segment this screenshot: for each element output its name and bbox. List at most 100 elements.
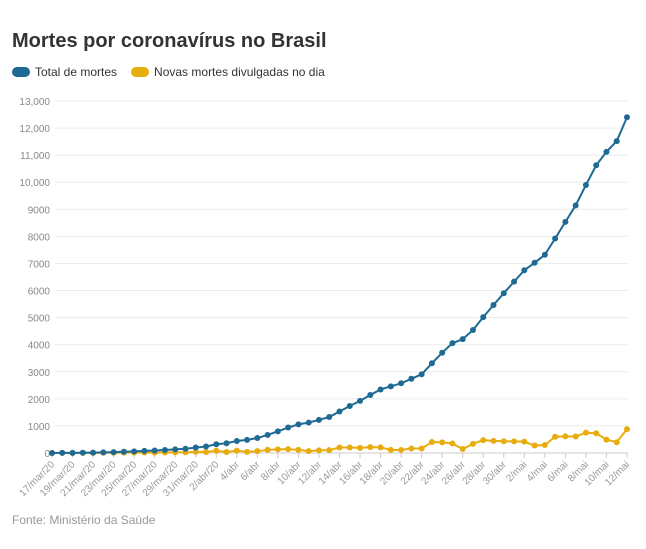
data-point <box>274 446 281 453</box>
data-point <box>192 444 199 451</box>
data-point <box>90 449 97 456</box>
data-point <box>69 449 76 456</box>
data-point <box>449 340 456 347</box>
data-point <box>582 429 589 436</box>
data-point <box>285 424 292 431</box>
data-point <box>100 449 107 456</box>
data-point <box>428 438 435 445</box>
source-note: Fonte: Ministério da Saúde <box>12 513 156 527</box>
data-point <box>367 392 374 399</box>
data-point <box>541 251 548 258</box>
data-point <box>521 438 528 445</box>
data-point <box>110 449 117 456</box>
data-point <box>346 402 353 409</box>
data-point <box>326 447 333 454</box>
data-point <box>326 414 333 421</box>
data-point <box>439 349 446 356</box>
data-point <box>593 162 600 169</box>
data-point <box>428 360 435 367</box>
data-point <box>367 444 374 451</box>
data-point <box>213 441 220 448</box>
data-point <box>500 290 507 297</box>
data-point <box>161 446 168 453</box>
data-point <box>377 386 384 393</box>
data-point <box>336 444 343 451</box>
data-point <box>613 439 620 446</box>
legend-item-new[interactable]: Novas mortes divulgadas no dia <box>131 65 325 79</box>
data-point <box>59 449 66 456</box>
data-point <box>398 380 405 387</box>
data-point <box>182 445 189 452</box>
data-point <box>500 438 507 445</box>
data-point <box>408 445 415 452</box>
data-point <box>469 440 476 447</box>
data-point <box>593 430 600 437</box>
data-point <box>387 383 394 390</box>
data-point <box>572 202 579 209</box>
data-point <box>223 440 230 447</box>
data-point <box>336 408 343 415</box>
data-point <box>192 448 199 455</box>
legend-label: Novas mortes divulgadas no dia <box>154 65 325 79</box>
y-tick-label: 8000 <box>28 232 51 243</box>
data-point <box>459 445 466 452</box>
data-point <box>449 440 456 447</box>
data-point <box>521 267 528 274</box>
data-point <box>141 447 148 454</box>
data-point <box>387 446 394 453</box>
data-point <box>172 446 179 453</box>
y-tick-label: 1000 <box>28 422 51 433</box>
data-point <box>305 419 312 426</box>
y-tick-label: 11,000 <box>20 151 50 162</box>
y-tick-label: 3000 <box>28 368 51 379</box>
data-point <box>418 371 425 378</box>
y-tick-label: 5000 <box>28 314 51 325</box>
data-point <box>562 218 569 225</box>
data-point <box>244 436 251 443</box>
data-point <box>613 138 620 145</box>
legend-item-total[interactable]: Total de mortes <box>12 65 117 79</box>
x-tick-label: 6/abr <box>239 459 263 483</box>
data-point <box>531 259 538 266</box>
data-point <box>315 416 322 423</box>
data-point <box>511 438 518 445</box>
data-point <box>264 446 271 453</box>
x-tick-label: 4/mai <box>525 459 550 484</box>
y-tick-label: 9000 <box>28 205 51 216</box>
data-point <box>203 448 210 455</box>
x-tick-label: 4/abr <box>218 459 242 483</box>
data-point <box>233 447 240 454</box>
data-point <box>439 439 446 446</box>
y-tick-label: 6000 <box>28 287 51 298</box>
data-point <box>469 326 476 333</box>
data-point <box>541 441 548 448</box>
legend-swatch <box>12 67 30 77</box>
data-point <box>582 182 589 189</box>
data-point <box>562 433 569 440</box>
y-tick-label: 0 <box>44 449 50 460</box>
data-point <box>151 447 158 454</box>
legend-label: Total de mortes <box>35 65 118 79</box>
data-point <box>552 433 559 440</box>
y-tick-label: 12,000 <box>19 124 50 135</box>
data-point <box>295 446 302 453</box>
data-point <box>603 148 610 155</box>
data-point <box>233 437 240 444</box>
data-point <box>357 397 364 404</box>
data-point <box>490 437 497 444</box>
data-point <box>315 447 322 454</box>
y-tick-label: 2000 <box>28 395 51 406</box>
data-point <box>603 436 610 443</box>
data-point <box>274 428 281 435</box>
x-tick-label: 30/abr <box>481 459 509 487</box>
data-point <box>244 448 251 455</box>
data-point <box>552 235 559 242</box>
data-point <box>305 448 312 455</box>
data-point <box>254 435 261 442</box>
data-point <box>490 301 497 308</box>
data-point <box>408 375 415 382</box>
y-tick-label: 13,000 <box>19 97 50 108</box>
y-tick-label: 4000 <box>28 341 51 352</box>
